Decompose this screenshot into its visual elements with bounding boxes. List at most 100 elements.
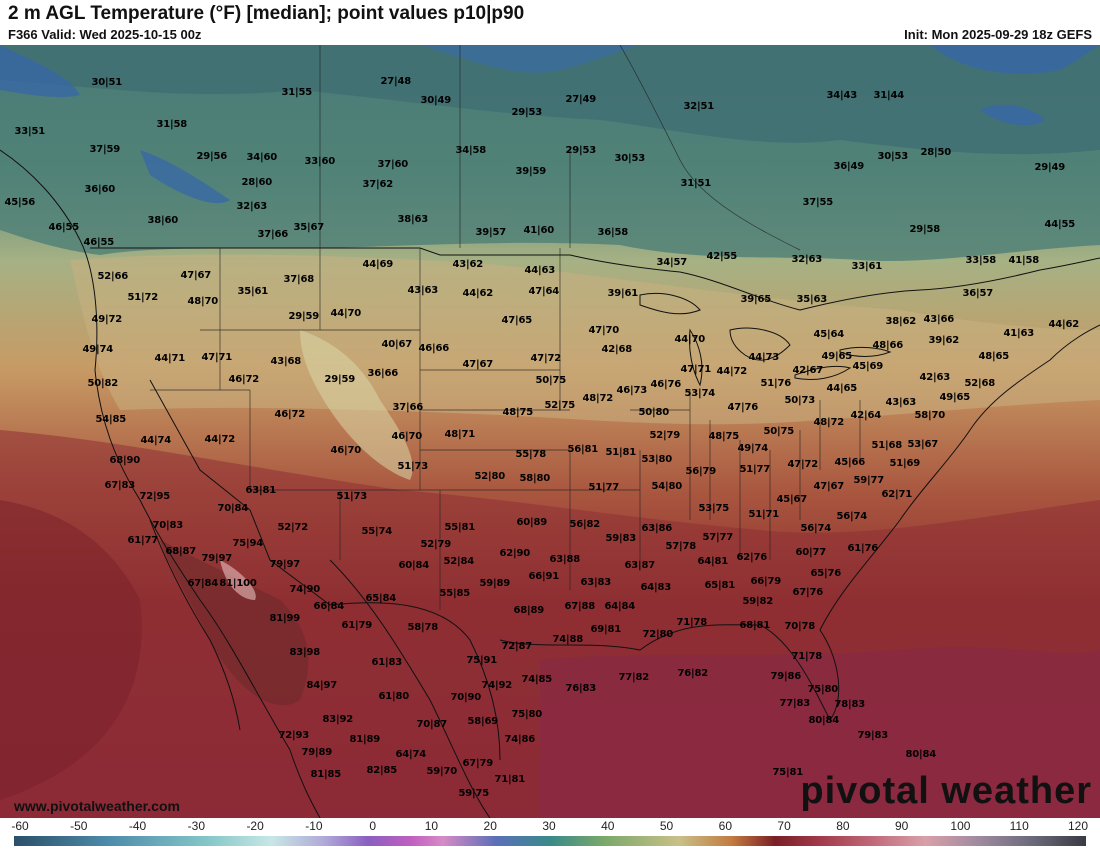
point-value: 45|64	[813, 329, 845, 340]
point-value: 68|89	[513, 605, 545, 616]
point-value: 75|80	[511, 709, 543, 720]
point-value: 59|89	[479, 578, 511, 589]
point-value: 53|80	[641, 454, 673, 465]
point-value: 70|87	[416, 719, 448, 730]
point-value: 79|97	[201, 553, 233, 564]
point-value: 36|66	[367, 368, 399, 379]
colorbar-tick: -20	[246, 819, 264, 833]
point-value: 56|81	[567, 444, 599, 455]
point-value: 55|85	[439, 588, 471, 599]
point-value: 56|79	[685, 466, 717, 477]
point-value: 39|61	[607, 288, 639, 299]
point-value: 66|79	[750, 576, 782, 587]
point-value: 33|60	[304, 156, 336, 167]
point-value: 55|81	[444, 522, 476, 533]
point-value: 51|76	[760, 378, 792, 389]
point-value: 29|59	[324, 374, 356, 385]
point-value: 71|78	[676, 617, 708, 628]
point-value: 51|73	[397, 461, 429, 472]
colorbar: -60 -50 -40 -30 -20 -10 0 10 20 30 40 50 60 70 80 90 100…	[0, 818, 1100, 850]
point-value: 61|83	[371, 657, 403, 668]
point-value: 76|83	[565, 683, 597, 694]
point-value: 43|66	[923, 314, 955, 325]
point-value: 52|79	[649, 430, 681, 441]
point-value: 57|77	[702, 532, 734, 543]
point-value: 34|58	[455, 145, 487, 156]
point-value: 39|62	[928, 335, 960, 346]
point-value: 51|71	[748, 509, 780, 520]
point-value: 29|56	[196, 151, 228, 162]
point-value: 66|84	[313, 601, 345, 612]
point-value: 33|58	[965, 255, 997, 266]
point-value: 37|55	[802, 197, 834, 208]
point-value: 31|44	[873, 90, 905, 101]
point-value: 29|59	[288, 311, 320, 322]
point-value: 83|92	[322, 714, 354, 725]
point-value: 64|84	[604, 601, 636, 612]
point-value: 50|82	[87, 378, 119, 389]
point-value: 46|55	[48, 222, 80, 233]
point-value: 44|63	[524, 265, 556, 276]
colorbar-tick: 80	[836, 819, 850, 833]
point-value: 74|86	[504, 734, 536, 745]
point-value: 44|74	[140, 435, 172, 446]
point-value: 70|84	[217, 503, 249, 514]
point-value: 64|74	[395, 749, 427, 760]
point-value: 47|67	[180, 270, 212, 281]
point-value: 36|58	[597, 227, 629, 238]
point-value: 75|80	[807, 684, 839, 695]
point-value: 74|85	[521, 674, 553, 685]
point-value: 36|57	[962, 288, 994, 299]
point-value: 56|74	[800, 523, 832, 534]
point-value: 67|76	[792, 587, 824, 598]
point-value: 40|67	[381, 339, 413, 350]
website-label[interactable]: www.pivotalweather.com	[14, 798, 180, 814]
point-value: 48|75	[708, 431, 740, 442]
colorbar-tick: 20	[483, 819, 497, 833]
point-value: 75|91	[466, 655, 498, 666]
point-value: 30|53	[877, 151, 909, 162]
point-value: 43|62	[452, 259, 484, 270]
point-value: 34|43	[826, 90, 858, 101]
point-value: 52|72	[277, 522, 309, 533]
point-value: 58|69	[467, 716, 499, 727]
temperature-map[interactable]: 30|51 31|55 27|48 30|49 29|53 27|49 32|51 34|43…	[0, 45, 1100, 818]
point-value: 30|49	[420, 95, 452, 106]
point-value: 29|53	[511, 107, 543, 118]
point-value: 47|70	[588, 325, 620, 336]
point-value: 49|72	[91, 314, 123, 325]
point-value: 37|59	[89, 144, 121, 155]
point-value: 55|78	[515, 449, 547, 460]
point-value: 53|75	[698, 503, 730, 514]
point-value: 47|72	[530, 353, 562, 364]
point-value: 42|55	[706, 251, 738, 262]
point-value: 68|90	[109, 455, 141, 466]
point-value: 42|67	[792, 365, 824, 376]
point-value: 44|72	[204, 434, 236, 445]
point-value: 38|62	[885, 316, 917, 327]
point-value: 39|59	[515, 166, 547, 177]
point-value: 72|95	[139, 491, 171, 502]
point-value: 49|65	[821, 351, 853, 362]
point-value: 60|84	[398, 560, 430, 571]
point-value: 63|87	[624, 560, 656, 571]
point-value: 44|70	[330, 308, 362, 319]
point-value: 72|80	[642, 629, 674, 640]
point-value: 79|83	[857, 730, 889, 741]
point-value: 32|63	[791, 254, 823, 265]
colorbar-tick: 120	[1067, 819, 1089, 833]
point-value: 39|65	[740, 294, 772, 305]
point-value: 51|72	[127, 292, 159, 303]
point-value: 72|87	[501, 641, 533, 652]
point-value: 68|81	[739, 620, 771, 631]
map-title: 2 m AGL Temperature (°F) [median]; point…	[8, 3, 525, 24]
point-value: 58|78	[407, 622, 439, 633]
point-value: 45|67	[776, 494, 808, 505]
colorbar-tick: 40	[601, 819, 615, 833]
point-value: 43|63	[407, 285, 439, 296]
point-value: 79|89	[301, 747, 333, 758]
point-value: 60|77	[795, 547, 827, 558]
point-value: 81|89	[349, 734, 381, 745]
point-value: 74|92	[481, 680, 513, 691]
point-value: 53|67	[907, 439, 939, 450]
